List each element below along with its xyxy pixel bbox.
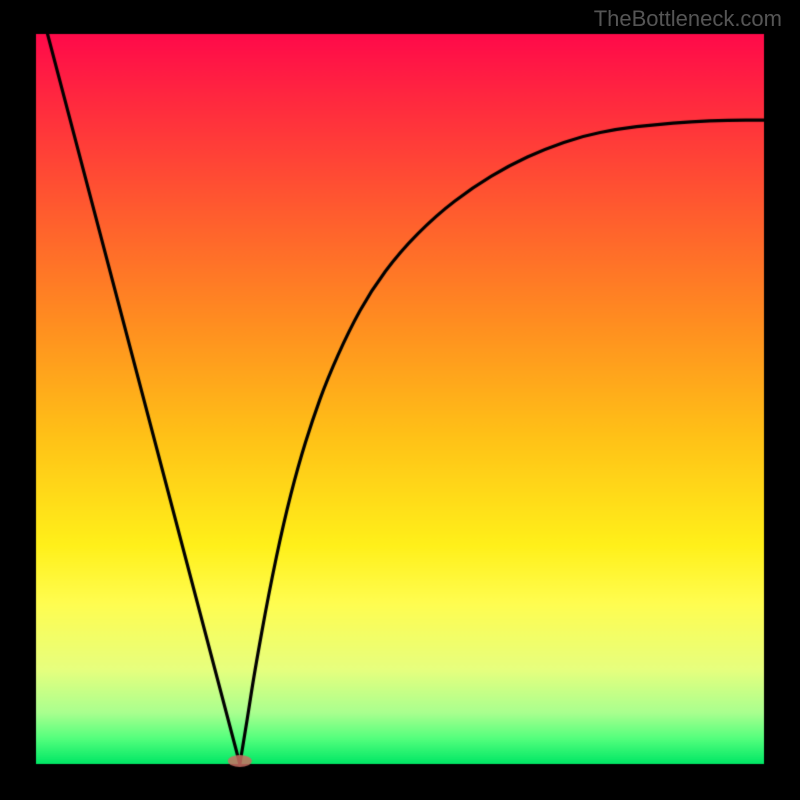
chart-container: TheBottleneck.com [0, 0, 800, 800]
watermark-label: TheBottleneck.com [594, 6, 782, 32]
bottleneck-chart-canvas [0, 0, 800, 800]
